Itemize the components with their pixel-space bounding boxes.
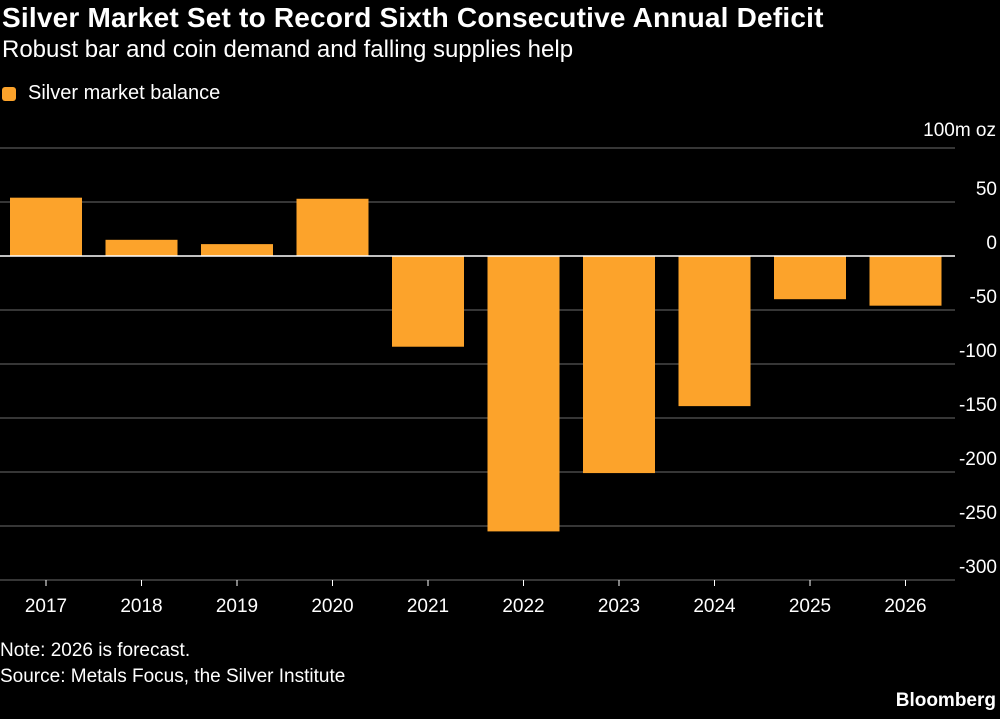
x-tick-label-2019: 2019 (216, 596, 258, 617)
bar-2021 (392, 256, 464, 347)
y-tick-label: -100 (959, 341, 997, 362)
bar-2020 (296, 198, 369, 256)
y-tick-label: -300 (959, 557, 997, 578)
x-tick-label-2025: 2025 (789, 596, 831, 617)
bar-2023 (583, 256, 655, 474)
x-tick-label-2023: 2023 (598, 596, 640, 617)
bar-2022 (487, 256, 560, 532)
bar-2019 (201, 244, 273, 256)
y-tick-label: -50 (970, 287, 997, 308)
bar-2026 (869, 256, 942, 306)
x-tick-label-2020: 2020 (311, 596, 353, 617)
y-tick-label: -250 (959, 503, 997, 524)
y-tick-label: -150 (959, 395, 997, 416)
y-tick-label: 0 (986, 233, 997, 254)
x-tick-label-2018: 2018 (120, 596, 162, 617)
x-tick-label-2022: 2022 (502, 596, 544, 617)
y-axis-unit-label: 100m oz (923, 120, 996, 141)
x-tick-label-2021: 2021 (407, 596, 449, 617)
bloomberg-logo: Bloomberg (895, 690, 996, 711)
chart-title: Silver Market Set to Record Sixth Consec… (2, 2, 824, 33)
bar-2024 (678, 256, 751, 407)
legend: Silver market balance (2, 82, 220, 105)
y-tick-label: 50 (976, 179, 997, 200)
legend-swatch (2, 86, 16, 101)
x-tick-label-2026: 2026 (884, 596, 926, 617)
source-line: Source: Metals Focus, the Silver Institu… (0, 666, 346, 687)
footnote: Note: 2026 is forecast. (0, 640, 191, 661)
x-tick-label-2024: 2024 (693, 596, 736, 617)
x-tick-label-2017: 2017 (25, 596, 67, 617)
legend-label: Silver market balance (28, 82, 221, 104)
bar-2025 (774, 256, 846, 300)
y-tick-label: -200 (959, 449, 997, 470)
chart-subtitle: Robust bar and coin demand and falling s… (2, 36, 574, 63)
bar-2017 (10, 197, 82, 256)
bar-2018 (105, 239, 178, 256)
